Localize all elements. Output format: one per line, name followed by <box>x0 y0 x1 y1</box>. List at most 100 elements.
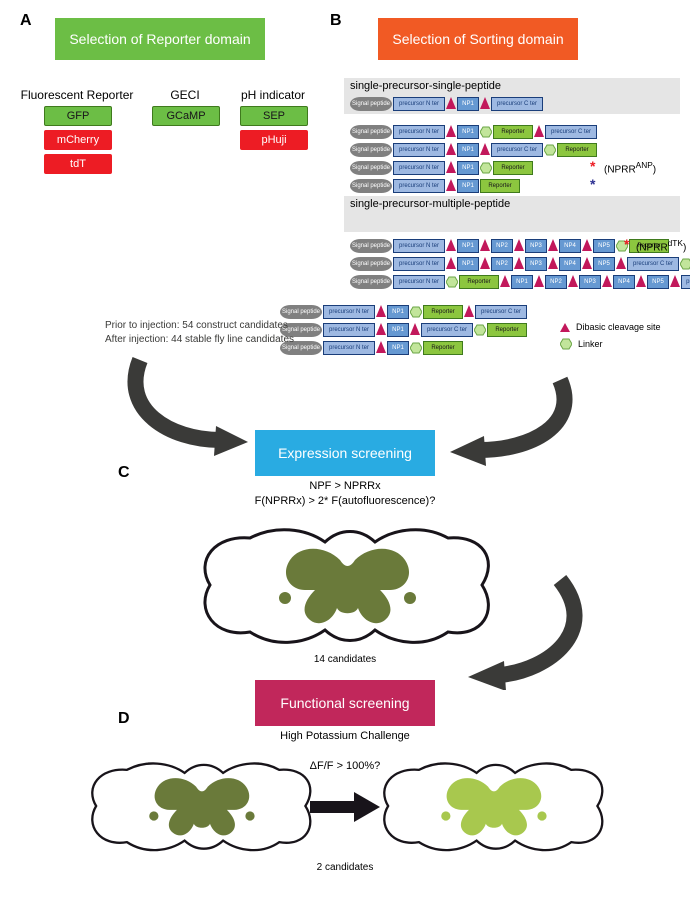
segment-prec: precursor N ter <box>393 143 445 157</box>
single-peptide-title: single-precursor-single-peptide <box>350 80 501 92</box>
brain-d-right <box>372 756 612 856</box>
panel-d-label: D <box>118 710 130 728</box>
construct-row: Signal peptideprecursor N terNP1precurso… <box>350 96 690 112</box>
panel-a-header: Selection of Reporter domain <box>55 18 265 60</box>
segment-prec: precursor N ter <box>393 97 445 111</box>
cleavage-triangle-icon <box>446 97 456 109</box>
linker-hexagon-icon <box>480 126 492 138</box>
segment-np: NP5 <box>593 239 615 253</box>
segment-np: NP1 <box>457 125 479 139</box>
segment-signal: Signal peptide <box>350 125 392 139</box>
cleavage-triangle-icon <box>480 97 490 109</box>
note-after: After injection: 44 stable fly line cand… <box>105 334 294 345</box>
segment-signal: Signal peptide <box>350 275 392 289</box>
cleavage-triangle-icon <box>446 179 456 191</box>
segment-prec: precursor N ter <box>393 125 445 139</box>
construct-row: Signal peptideprecursor N terNP1NP2NP3NP… <box>350 256 690 272</box>
segment-prec: precursor N ter <box>323 341 375 355</box>
chip-sep: SEP <box>240 106 308 126</box>
cleavage-triangle-icon <box>376 323 386 335</box>
segment-np: NP5 <box>647 275 669 289</box>
segment-rep: Reporter <box>493 125 533 139</box>
construct-row: Signal peptideprecursor N ter Reporter NP1… <box>350 274 690 290</box>
segment-np: NP3 <box>525 239 547 253</box>
arrow-left-to-expression <box>120 350 260 460</box>
asterisk-dtk: * <box>624 236 629 252</box>
segment-np: NP1 <box>457 179 479 193</box>
segment-signal: Signal peptide <box>350 161 392 175</box>
segment-np: NP4 <box>559 239 581 253</box>
chip-mcherry: mCherry <box>44 130 112 150</box>
segment-prec: precursor N ter <box>393 257 445 271</box>
cleavage-triangle-icon <box>534 125 544 137</box>
cleavage-triangle-icon <box>376 341 386 353</box>
panel-b-header: Selection of Sorting domain <box>378 18 578 60</box>
cleavage-triangle-icon <box>446 125 456 137</box>
segment-rep: Reporter <box>459 275 499 289</box>
cleavage-triangle-icon <box>446 143 456 155</box>
segment-rep: Reporter <box>423 305 463 319</box>
legend-triangle: Dibasic cleavage site <box>560 322 661 332</box>
cleavage-triangle-icon <box>534 275 544 287</box>
high-k-challenge: High Potassium Challenge <box>215 730 475 742</box>
segment-prec: precursor C ter <box>491 97 543 111</box>
segment-np: NP4 <box>613 275 635 289</box>
cleavage-triangle-icon <box>514 257 524 269</box>
segment-np: NP1 <box>387 323 409 337</box>
nprr-dtk-sup: dTK <box>668 238 683 248</box>
nprr-dtk-close: ) <box>683 242 686 253</box>
nprr-anp-sup: ANP <box>636 160 653 170</box>
panel-a-label: A <box>20 12 32 30</box>
nprr-dtk-label: (NPRRdTK) <box>636 238 686 253</box>
col-geci: GECI <box>155 88 215 102</box>
segment-np: NP2 <box>491 257 513 271</box>
segment-signal: Signal peptide <box>280 305 322 319</box>
multi-peptide-title: single-precursor-multiple-peptide <box>350 198 510 210</box>
segment-np: NP1 <box>387 305 409 319</box>
col-fluorescent: Fluorescent Reporter <box>12 88 142 102</box>
construct-row: Signal peptideprecursor N terNP1Reporter… <box>280 304 620 320</box>
legend-hexagon: Linker <box>560 338 603 350</box>
panel-b-label: B <box>330 12 342 30</box>
cleavage-triangle-icon <box>636 275 646 287</box>
segment-signal: Signal peptide <box>350 179 392 193</box>
segment-np: NP1 <box>387 341 409 355</box>
cleavage-triangle-icon <box>446 257 456 269</box>
nprr-dtk-open: (NPRR <box>636 242 668 253</box>
legend-hexagon-label: Linker <box>578 339 603 349</box>
cleavage-triangle-icon <box>582 239 592 251</box>
cleavage-triangle-icon <box>548 257 558 269</box>
cleavage-triangle-icon <box>602 275 612 287</box>
nprr-anp-close: ) <box>653 164 656 175</box>
cleavage-triangle-icon <box>376 305 386 317</box>
segment-prec: precursor C ter <box>491 143 543 157</box>
count-2: 2 candidates <box>300 862 390 873</box>
segment-prec: precursor N ter <box>393 161 445 175</box>
cleavage-triangle-icon <box>670 275 680 287</box>
panel-c-label: C <box>118 464 130 482</box>
segment-prec: precursor N ter <box>393 275 445 289</box>
linker-hexagon-icon <box>410 342 422 354</box>
chip-gfp: GFP <box>44 106 112 126</box>
segment-rep: Reporter <box>557 143 597 157</box>
linker-hexagon-icon <box>480 162 492 174</box>
cleavage-triangle-icon <box>548 239 558 251</box>
cleavage-triangle-icon <box>616 257 626 269</box>
linker-hexagon-icon <box>680 258 690 270</box>
segment-np: NP1 <box>457 97 479 111</box>
panel-d-header: Functional screening <box>255 680 435 726</box>
linker-hexagon-icon <box>544 144 556 156</box>
segment-prec: precursor N ter <box>393 239 445 253</box>
col-ph: pH indicator <box>228 88 318 102</box>
asterisk-anp: * <box>590 158 595 174</box>
segment-np: NP1 <box>457 161 479 175</box>
segment-np: NP5 <box>593 257 615 271</box>
segment-prec: precursor N ter <box>323 323 375 337</box>
segment-np: NP1 <box>511 275 533 289</box>
chip-tdt: tdT <box>44 154 112 174</box>
cleavage-triangle-icon <box>514 239 524 251</box>
cleavage-triangle-icon <box>582 257 592 269</box>
cleavage-triangle-icon <box>480 257 490 269</box>
segment-signal: Signal peptide <box>350 257 392 271</box>
cleavage-triangle-icon <box>480 143 490 155</box>
